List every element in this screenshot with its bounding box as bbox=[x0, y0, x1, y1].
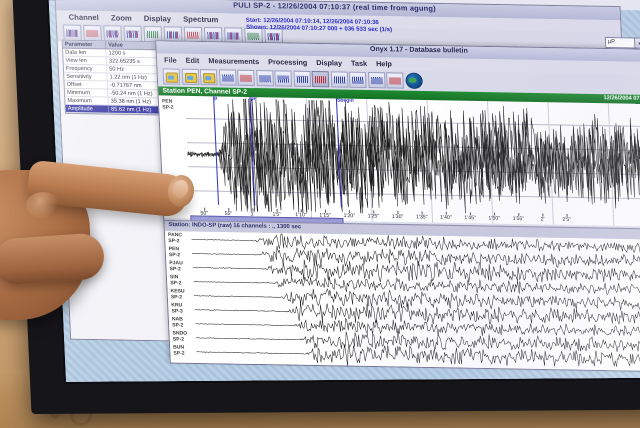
menu-display[interactable]: Display bbox=[143, 13, 172, 23]
cell-value: -0.71767 nm bbox=[109, 82, 142, 89]
seismogram-panel-main[interactable]: PEN SP-2 bbox=[158, 95, 640, 227]
monitor-screen: PULI SP-2 - 12/26/2004 07:10:37 (real ti… bbox=[48, 0, 640, 382]
channel-label-main: PEN SP-2 bbox=[162, 98, 174, 111]
cell-parameter: Maximum bbox=[65, 96, 109, 105]
cell-parameter: Minimum bbox=[64, 88, 109, 97]
open-folder-icon-2[interactable] bbox=[181, 68, 199, 85]
waveform-blue-icon[interactable] bbox=[255, 69, 274, 86]
cell-parameter: Frequency bbox=[63, 64, 108, 73]
phase-marker-pp-label: pP bbox=[250, 96, 258, 103]
menu-help[interactable]: Help bbox=[375, 59, 392, 69]
seismogram-traces-multi bbox=[191, 233, 640, 368]
axis-tick-label: 1'30" bbox=[391, 213, 404, 221]
station-label: Station PEN, Channel SP-2 bbox=[162, 86, 248, 96]
menu-zoom[interactable]: Zoom bbox=[110, 12, 132, 23]
waveform-pair-icon[interactable] bbox=[367, 71, 386, 88]
waveform-select-icon[interactable] bbox=[292, 70, 311, 87]
list-item[interactable]: PJAU SP-2 bbox=[169, 260, 183, 272]
menu-edit[interactable]: Edit bbox=[185, 55, 200, 66]
unit-dropdown-value: µP bbox=[607, 39, 616, 46]
waveform-purple-icon[interactable] bbox=[218, 68, 237, 86]
channel-component: SP-2 bbox=[169, 265, 181, 272]
window2-title-text: Onyx 1.17 - Database bulletin bbox=[369, 45, 469, 55]
list-item[interactable]: KESU SP-2 bbox=[170, 288, 186, 301]
axis-tick-label: 2' bbox=[540, 216, 545, 223]
globe-icon[interactable] bbox=[404, 72, 423, 89]
channel-component: SP-2 bbox=[172, 321, 184, 329]
axis-tick-label: 2'5" bbox=[562, 216, 572, 223]
monitor: PULI SP-2 - 12/26/2004 07:10:37 (real ti… bbox=[12, 0, 640, 415]
station-timestamp: 12/26/2004 07:09:02 bbox=[603, 95, 640, 103]
cell-value: -50.24 nm (1 Hz) bbox=[110, 90, 153, 97]
cell-value: 322.65235 s bbox=[108, 57, 141, 65]
cell-value: 50 Hz bbox=[109, 65, 125, 73]
phase-marker-p-label: p bbox=[214, 95, 218, 102]
list-item[interactable]: BUN SP-2 bbox=[173, 344, 185, 357]
menu-file[interactable]: File bbox=[163, 55, 177, 65]
cell-parameter: Amplitude bbox=[65, 104, 110, 113]
waveform-phase-icon[interactable] bbox=[348, 71, 367, 88]
column-header-value: Value bbox=[108, 41, 124, 49]
save-folder-icon[interactable] bbox=[199, 68, 218, 85]
seismogram-trace-main bbox=[187, 97, 640, 219]
channel-component: SP-3 bbox=[171, 307, 183, 315]
menu-measurements[interactable]: Measurements bbox=[208, 56, 260, 67]
list-item[interactable]: PANC SP-2 bbox=[168, 232, 182, 244]
menu-display[interactable]: Display bbox=[316, 58, 343, 68]
phase-marker-sbegin-label: Sbegin bbox=[336, 97, 354, 104]
menu-task[interactable]: Task bbox=[350, 58, 368, 68]
panel2-header-text: Station: INDO-SP (raw) 16 channels : ., … bbox=[168, 221, 302, 231]
axis-tick-label: 1'20" bbox=[343, 212, 356, 220]
cell-parameter: View len bbox=[63, 56, 108, 65]
open-folder-icon[interactable] bbox=[162, 67, 181, 85]
list-item[interactable]: PEN SP-2 bbox=[168, 246, 181, 258]
channel-component: SP-2 bbox=[170, 293, 183, 301]
menu-channel[interactable]: Channel bbox=[68, 12, 100, 22]
cell-parameter: Data len bbox=[63, 48, 107, 57]
axis-tick-label: 1'50" bbox=[488, 215, 501, 222]
cell-value: 85.62 nm (1 Hz) bbox=[110, 106, 152, 113]
menu-processing[interactable]: Processing bbox=[267, 57, 308, 67]
axis-tick-label: 1'40" bbox=[440, 214, 452, 221]
chevron-down-icon[interactable] bbox=[634, 38, 640, 48]
window-onyx-bulletin[interactable]: Onyx 1.17 - Database bulletin File Edit … bbox=[155, 36, 640, 373]
channel-component: SP-2 bbox=[172, 336, 185, 343]
cell-value: 1.22 nm (1 Hz) bbox=[109, 74, 147, 81]
multichannel-plot-area[interactable] bbox=[191, 231, 640, 371]
list-item[interactable]: KRU SP-3 bbox=[171, 302, 183, 315]
list-item[interactable]: SNDO SP-2 bbox=[172, 330, 187, 343]
list-item[interactable]: SIN SP-2 bbox=[170, 274, 182, 287]
channel-component: SP-2 bbox=[162, 104, 174, 111]
channel-component: SP-2 bbox=[173, 350, 185, 357]
axis-tick-label: 1'25" bbox=[367, 213, 380, 220]
waveform-red2-icon[interactable] bbox=[386, 71, 404, 89]
channel-component: SP-2 bbox=[170, 279, 182, 287]
cell-parameter: Sensitivity bbox=[64, 72, 108, 81]
table-row-selected[interactable]: Amplitude 85.62 nm (1 Hz) bbox=[65, 104, 171, 115]
waveform-plot-area[interactable]: p pP Sbegin bbox=[185, 96, 640, 227]
axis-tick-label: 1'55" bbox=[512, 215, 525, 223]
column-header-parameter: Parameter bbox=[62, 40, 107, 49]
cell-parameter: Offset bbox=[64, 80, 109, 89]
axis-tick-label: 1'35" bbox=[415, 214, 428, 221]
waveform-analysis-icon[interactable] bbox=[274, 69, 293, 87]
axis-tick-label: 1'45" bbox=[464, 215, 477, 222]
list-item[interactable]: NAB SP-2 bbox=[172, 316, 184, 329]
channel-component: SP-2 bbox=[168, 251, 181, 258]
waveform-active-icon[interactable] bbox=[311, 70, 330, 87]
waveform-pick-icon[interactable] bbox=[330, 70, 348, 88]
cell-value: 35.38 nm (1 Hz) bbox=[110, 98, 152, 105]
unit-dropdown[interactable]: µP bbox=[604, 36, 640, 49]
channel-component: SP-2 bbox=[168, 237, 180, 244]
seismogram-panel-multichannel[interactable]: PANC SP-2 PEN SP-2 PJAU SP-2 SIN SP-2 KESU SP… bbox=[164, 230, 640, 372]
menu-spectrum[interactable]: Spectrum bbox=[182, 14, 219, 24]
waveform-red-icon[interactable] bbox=[237, 69, 255, 86]
window1-title-text: PULI SP-2 - 12/26/2004 07:10:37 (real ti… bbox=[232, 0, 437, 13]
cell-value: 1200 s bbox=[108, 49, 126, 57]
